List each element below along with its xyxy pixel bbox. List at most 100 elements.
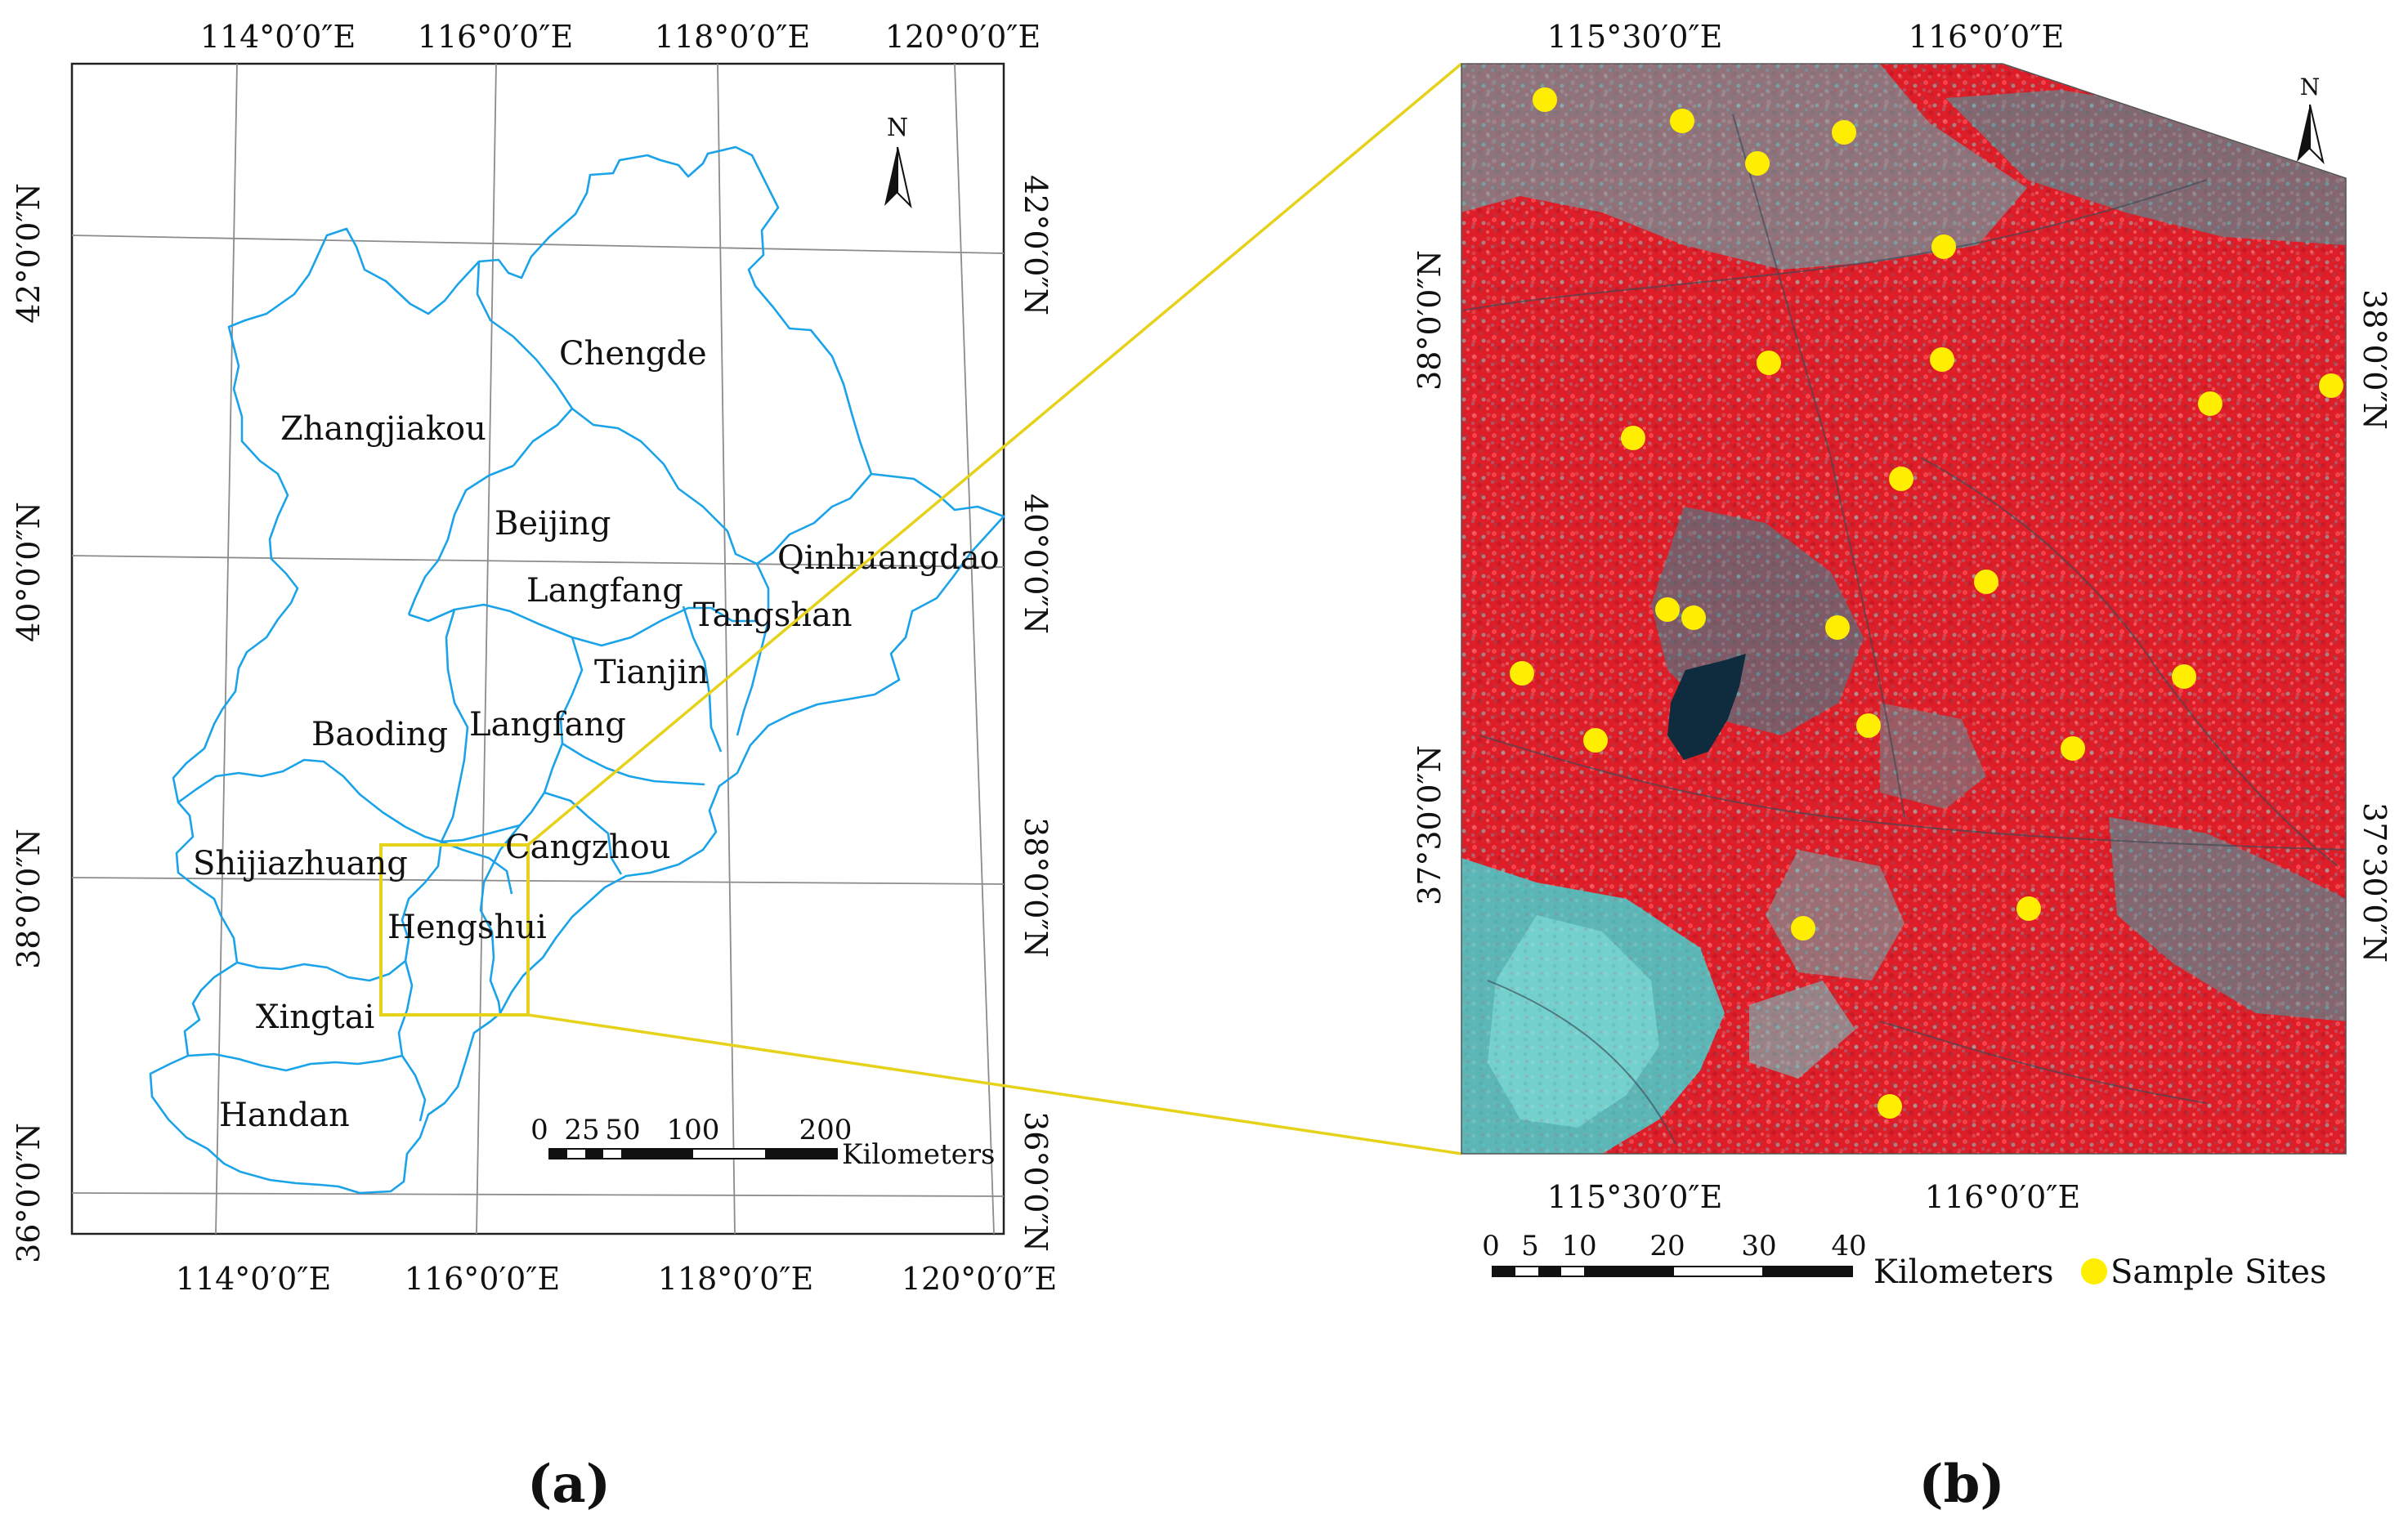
city-label-xingtai: Xingtai bbox=[256, 999, 374, 1036]
sample-site bbox=[1825, 615, 1850, 640]
sample-site bbox=[1621, 426, 1645, 450]
panel-a-top-lon-3: 120°0′0″E bbox=[885, 19, 1041, 55]
sample-site bbox=[1791, 916, 1815, 941]
sample-site bbox=[1974, 570, 1998, 594]
panel-a-frame bbox=[70, 62, 1005, 1235]
panel-a-top-lon-labels: 114°0′0″E 116°0′0″E 118°0′0″E 120°0′0″E bbox=[200, 19, 1041, 55]
panel-b-scale-tick-20: 20 bbox=[1649, 1230, 1685, 1262]
city-label-zhangjiakou: Zhangjiakou bbox=[280, 410, 486, 448]
panel-b-top-lon-0: 115°30′0″E bbox=[1547, 19, 1723, 55]
city-label-langfang-south: Langfang bbox=[469, 706, 626, 744]
panel-a-left-lat-2: 38°0′0″N bbox=[11, 829, 47, 969]
panel-b-bottom-lon-labels: 115°30′0″E 116°0′0″E bbox=[1547, 1179, 2081, 1215]
panel-b-left-lat-1: 37°30′0″N bbox=[1412, 745, 1448, 905]
sample-site bbox=[2198, 391, 2222, 416]
sample-site bbox=[1931, 235, 1956, 259]
panel-a-bottom-lon-1: 116°0′0″E bbox=[405, 1261, 560, 1297]
panel-b-north-arrow: N bbox=[2297, 74, 2325, 165]
panel-b-right-lat-1: 37°30′0″N bbox=[2357, 802, 2392, 963]
panel-a-right-lat-labels: 42°0′0″N 40°0′0″N 38°0′0″N 36°0′0″N bbox=[1018, 175, 1054, 1252]
sample-site bbox=[1655, 597, 1680, 622]
sample-site bbox=[1832, 120, 1856, 145]
study-area-box bbox=[379, 843, 530, 1016]
panel-b-scale-tick-0: 0 bbox=[1482, 1230, 1500, 1262]
panel-b-right-lat-labels: 38°0′0″N 37°30′0″N bbox=[2357, 289, 2392, 963]
sample-site bbox=[1757, 351, 1781, 375]
panel-a-north-label: N bbox=[887, 114, 908, 142]
sample-site bbox=[1670, 109, 1694, 133]
panel-b-image: N 115°30′0″E 116°0′0″E 115°30′0″E 116°0′… bbox=[1412, 19, 2392, 1515]
sample-sites bbox=[1510, 87, 2343, 1119]
panel-b-north-label: N bbox=[2300, 74, 2321, 101]
panel-b-top-lon-labels: 115°30′0″E 116°0′0″E bbox=[1547, 19, 2065, 55]
panel-a-bottom-lon-2: 118°0′0″E bbox=[658, 1261, 813, 1297]
panel-a-scale-tick-0: 0 bbox=[530, 1114, 548, 1146]
sample-site bbox=[2061, 736, 2085, 761]
sample-site bbox=[2319, 373, 2343, 398]
panel-b-bottom-lon-1: 116°0′0″E bbox=[1925, 1179, 2080, 1215]
sample-site bbox=[1745, 151, 1770, 176]
legend-sample-site-label: Sample Sites bbox=[2110, 1253, 2326, 1291]
sample-site bbox=[1856, 713, 1881, 738]
city-label-tangshan: Tangshan bbox=[693, 596, 853, 634]
hebei-boundaries bbox=[149, 145, 1005, 1195]
panel-b-top-lon-1: 116°0′0″E bbox=[1909, 19, 2064, 55]
panel-b-scale-tick-5: 5 bbox=[1521, 1230, 1539, 1262]
sample-site bbox=[1583, 728, 1608, 753]
panel-a-map: Zhangjiakou Chengde Beijing Langfang Qin… bbox=[11, 19, 1057, 1515]
panel-a-scale-tick-50: 50 bbox=[605, 1114, 640, 1146]
panel-b-caption: (b) bbox=[1918, 1454, 2004, 1515]
panel-a-scale-unit: Kilometers bbox=[842, 1138, 995, 1171]
city-label-cangzhou: Cangzhou bbox=[505, 829, 671, 866]
city-label-chengde: Chengde bbox=[559, 335, 707, 373]
panel-a-bottom-lon-0: 114°0′0″E bbox=[176, 1261, 331, 1297]
city-label-qinhuangdao: Qinhuangdao bbox=[777, 539, 1000, 577]
panel-a-left-lat-1: 40°0′0″N bbox=[11, 502, 47, 642]
panel-a-right-lat-3: 36°0′0″N bbox=[1018, 1111, 1054, 1252]
sample-site bbox=[1930, 347, 1954, 372]
city-label-beijing: Beijing bbox=[495, 505, 611, 543]
sample-site bbox=[2172, 664, 2196, 689]
city-label-hengshui: Hengshui bbox=[387, 909, 547, 946]
city-label-langfang-north: Langfang bbox=[526, 572, 683, 610]
sample-site bbox=[1681, 605, 1706, 630]
panel-b-scale-bar: 0 5 10 20 30 40 Kilometers bbox=[1482, 1230, 2053, 1291]
linear-features bbox=[1462, 114, 2346, 1145]
panel-b-bottom-lon-0: 115°30′0″E bbox=[1547, 1179, 1723, 1215]
sample-site bbox=[1510, 661, 1534, 686]
panel-a-caption: (a) bbox=[527, 1454, 611, 1515]
city-label-handan: Handan bbox=[219, 1097, 350, 1134]
sample-site bbox=[1878, 1094, 1902, 1119]
city-label-baoding: Baoding bbox=[311, 716, 448, 753]
panel-a-left-lat-3: 36°0′0″N bbox=[11, 1123, 47, 1263]
panel-b-frame bbox=[1461, 63, 2347, 1155]
panel-b-left-lat-0: 38°0′0″N bbox=[1412, 250, 1448, 391]
panel-a-north-arrow: N bbox=[884, 114, 912, 209]
sample-site bbox=[1533, 87, 1557, 112]
hebei-outline bbox=[149, 145, 1005, 1195]
panel-a-graticule bbox=[71, 63, 1005, 1235]
city-label-tianjin: Tianjin bbox=[594, 654, 709, 691]
panel-a-left-lat-labels: 42°0′0″N 40°0′0″N 38°0′0″N 36°0′0″N bbox=[11, 183, 47, 1263]
panel-b-scale-tick-10: 10 bbox=[1561, 1230, 1596, 1262]
panel-a-scale-tick-100: 100 bbox=[667, 1114, 720, 1146]
water-body bbox=[1667, 654, 1746, 760]
panel-a-top-lon-0: 114°0′0″E bbox=[200, 19, 356, 55]
panel-b-legend: Sample Sites bbox=[2081, 1253, 2326, 1291]
panel-a-scale-tick-200: 200 bbox=[799, 1114, 853, 1146]
panel-b-right-lat-0: 38°0′0″N bbox=[2357, 289, 2392, 430]
panel-a-top-lon-1: 116°0′0″E bbox=[418, 19, 573, 55]
panel-b-scale-unit: Kilometers bbox=[1873, 1253, 2054, 1291]
panel-a-right-lat-1: 40°0′0″N bbox=[1018, 494, 1054, 634]
city-label-shijiazhuang: Shijiazhuang bbox=[193, 845, 408, 882]
panel-a-scale-tick-25: 25 bbox=[564, 1114, 599, 1146]
sample-site bbox=[1889, 467, 1913, 491]
panel-a-right-lat-0: 42°0′0″N bbox=[1018, 175, 1054, 315]
panel-a-bottom-lon-3: 120°0′0″E bbox=[902, 1261, 1057, 1297]
zoom-leader-lines bbox=[526, 62, 1463, 1155]
sample-site bbox=[2016, 896, 2041, 921]
panel-a-left-lat-0: 42°0′0″N bbox=[11, 183, 47, 324]
panel-a-scale-bar: 0 25 50 100 200 Kilometers bbox=[530, 1114, 995, 1171]
panel-b-scale-tick-30: 30 bbox=[1741, 1230, 1776, 1262]
